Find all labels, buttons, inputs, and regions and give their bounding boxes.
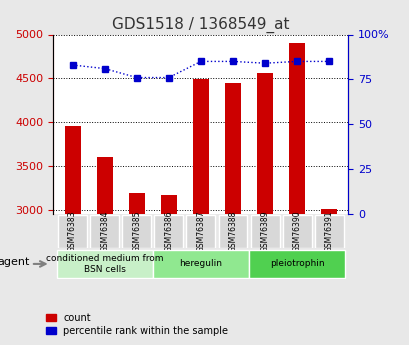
FancyBboxPatch shape — [282, 215, 311, 248]
Bar — [225, 83, 240, 214]
Text: GSM76385: GSM76385 — [132, 210, 141, 252]
FancyBboxPatch shape — [154, 215, 183, 248]
Title: GDS1518 / 1368549_at: GDS1518 / 1368549_at — [112, 17, 289, 33]
FancyBboxPatch shape — [186, 215, 215, 248]
Text: agent: agent — [0, 257, 29, 267]
Legend: count, percentile rank within the sample: count, percentile rank within the sample — [46, 313, 228, 336]
Text: heregulin: heregulin — [179, 259, 222, 268]
Bar — [128, 193, 144, 214]
Text: GSM76390: GSM76390 — [292, 210, 301, 252]
FancyBboxPatch shape — [90, 215, 119, 248]
Bar — [192, 79, 209, 214]
FancyBboxPatch shape — [248, 250, 344, 278]
Bar — [320, 209, 337, 214]
Text: conditioned medium from
BSN cells: conditioned medium from BSN cells — [46, 254, 163, 274]
Text: GSM76389: GSM76389 — [260, 210, 269, 252]
Bar — [64, 126, 81, 214]
Text: GSM76383: GSM76383 — [68, 210, 77, 252]
FancyBboxPatch shape — [250, 215, 279, 248]
Bar — [256, 73, 272, 214]
Text: GSM76391: GSM76391 — [324, 210, 333, 252]
FancyBboxPatch shape — [56, 250, 153, 278]
Text: GSM76388: GSM76388 — [228, 210, 237, 252]
FancyBboxPatch shape — [58, 215, 87, 248]
FancyBboxPatch shape — [218, 215, 247, 248]
Bar — [160, 195, 176, 214]
FancyBboxPatch shape — [122, 215, 151, 248]
Text: GSM76386: GSM76386 — [164, 210, 173, 252]
FancyBboxPatch shape — [153, 250, 248, 278]
FancyBboxPatch shape — [314, 215, 343, 248]
Text: pleiotrophin: pleiotrophin — [269, 259, 324, 268]
Text: GSM76387: GSM76387 — [196, 210, 205, 252]
Bar — [97, 157, 112, 214]
Bar — [288, 43, 304, 214]
Text: GSM76384: GSM76384 — [100, 210, 109, 252]
